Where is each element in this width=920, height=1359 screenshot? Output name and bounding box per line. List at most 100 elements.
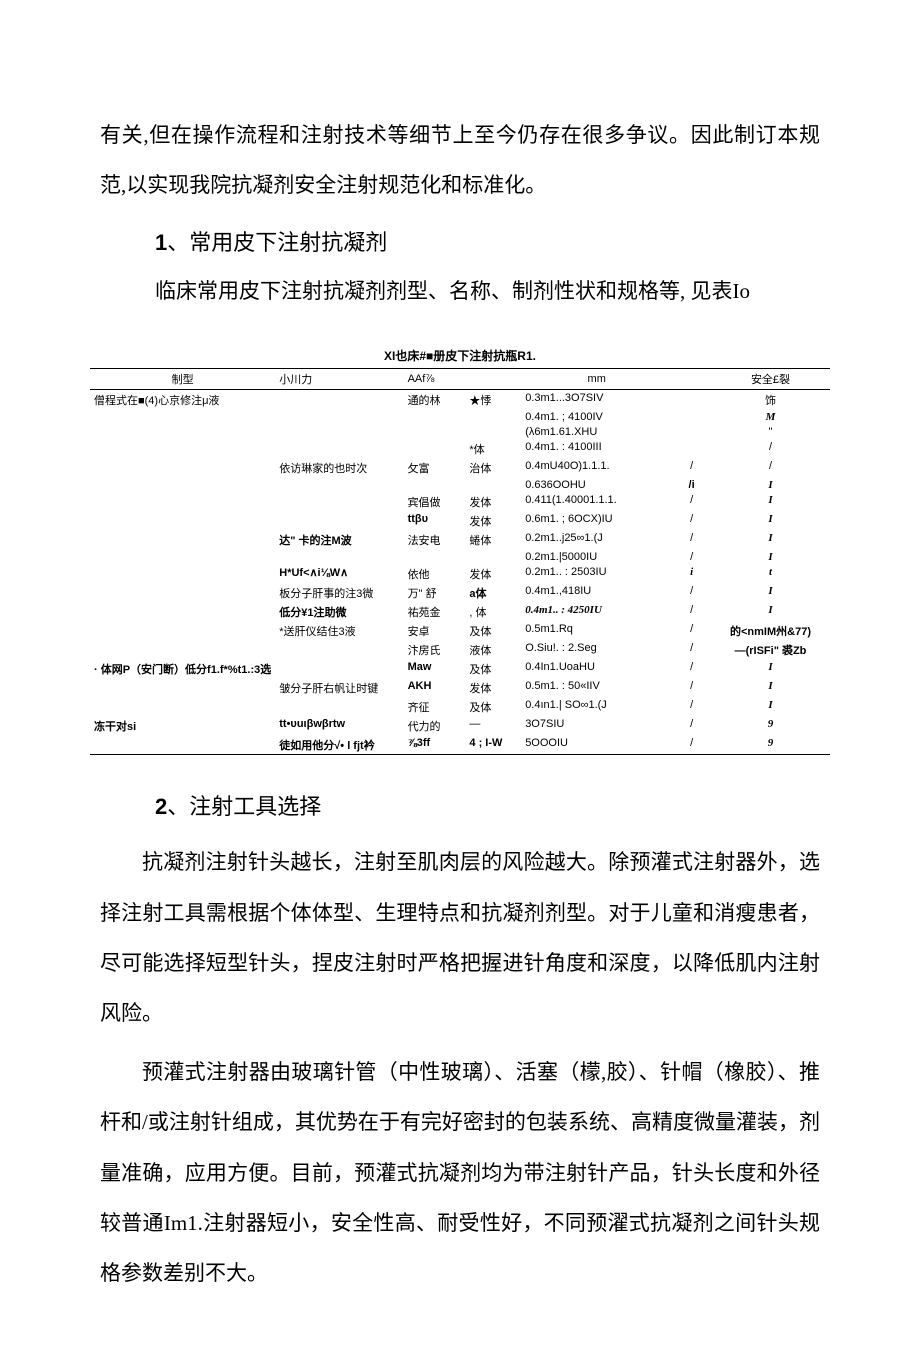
table-cell — [275, 492, 403, 511]
table-cell — [404, 424, 466, 439]
table-cell — [90, 640, 275, 659]
table-cell: I — [711, 583, 830, 602]
table-row: *体0.4m1. : 4100III/ — [90, 439, 830, 458]
table-cell: 发体 — [465, 564, 521, 583]
table-row: (λ6m1.61.XHU" — [90, 424, 830, 439]
table-cell — [275, 549, 403, 564]
table-cell: 发体 — [465, 511, 521, 530]
section-1-lead: 临床常用皮下注射抗凝剂剂型、名称、制剂性状和规格等, 见表Io — [155, 265, 820, 318]
table-cell: 治体 — [465, 458, 521, 477]
table-cell: 0.5m1. : 50«IIV — [521, 678, 672, 697]
table-row: 僧程式在■(4)心京修注μ液通的林★悸0.3m1...3O7SIV饰 — [90, 390, 830, 410]
table-cell: 0.4m1. : 4100III — [521, 439, 672, 458]
table-cell: t — [711, 564, 830, 583]
table-cell: AKH — [404, 678, 466, 697]
table-cell: Maw — [404, 659, 466, 678]
table-cell: I — [711, 477, 830, 492]
table-cell: I — [711, 530, 830, 549]
table-cell: / — [672, 697, 711, 716]
table-cell: 9 — [711, 716, 830, 735]
table-cell: 3O7SIU — [521, 716, 672, 735]
table-cell: 0.5m1.Rq — [521, 621, 672, 640]
table-cell — [465, 549, 521, 564]
table-cell — [404, 477, 466, 492]
table-cell: 僧程式在■(4)心京修注μ液 — [90, 390, 275, 410]
section-1-heading: 1、常用皮下注射抗凝剂 — [155, 221, 820, 265]
section-2-title: 注射工具选择 — [189, 794, 321, 819]
table-cell — [275, 439, 403, 458]
table-cell: 0.4m1.,418IU — [521, 583, 672, 602]
table-row: 齐征及体0.4ın1.| SO∞1.(J/I — [90, 697, 830, 716]
th-5: mm — [521, 369, 672, 390]
table-row: 0.4m1. ; 4100IVM — [90, 409, 830, 424]
table-cell: , 体 — [465, 602, 521, 621]
intro-paragraph: 有关,但在操作流程和注射技术等细节上至今仍存在很多争议。因此制订本规范,以实现我… — [100, 110, 820, 211]
table-cell: 法安电 — [404, 530, 466, 549]
table-cell: / — [672, 621, 711, 640]
table-cell: 齐征 — [404, 697, 466, 716]
table-cell — [90, 678, 275, 697]
table-cell: / — [672, 511, 711, 530]
table-cell: 皱分子肝右帆让时键 — [275, 678, 403, 697]
table-cell — [275, 511, 403, 530]
table-cell — [90, 583, 275, 602]
table-cell: 安卓 — [404, 621, 466, 640]
table-row: 汴房氏液体O.Siu!. : 2.Seg/—(rISFi" 裘Zb — [90, 640, 830, 659]
table-cell — [404, 409, 466, 424]
table-cell: 9 — [711, 735, 830, 755]
table-row: 达" 卡的注M波法安电蜷体0.2m1..j25∞1.(J/I — [90, 530, 830, 549]
table-cell — [404, 549, 466, 564]
table-cell — [465, 409, 521, 424]
section-2-p1: 抗凝剂注射针头越长，注射至肌肉层的风险越大。除预灌式注射器外，选择注射工具需根据… — [100, 837, 820, 1039]
table-cell: / — [672, 492, 711, 511]
table-cell: 宾倡做 — [404, 492, 466, 511]
table-cell: 0.6m1. ; 6OCX)IU — [521, 511, 672, 530]
table-cell: H*Uf<∧i⅛W∧ — [275, 564, 403, 583]
table-cell: 0.4m1. ; 4100IV — [521, 409, 672, 424]
table-cell: / — [672, 659, 711, 678]
table-cell: *送肝仪结住3液 — [275, 621, 403, 640]
table-cell: / — [711, 439, 830, 458]
th-1: 制型 — [90, 369, 275, 390]
table-cell — [275, 409, 403, 424]
table-cell: 发体 — [465, 678, 521, 697]
table-cell — [275, 659, 403, 678]
table-cell: 万" 舒 — [404, 583, 466, 602]
table-cell: 0.4m1.. : 4250IU — [521, 602, 672, 621]
table-cell — [275, 390, 403, 410]
table-cell: 及体 — [465, 697, 521, 716]
table-cell — [90, 439, 275, 458]
table-cell: 攵富 — [404, 458, 466, 477]
table-cell — [465, 424, 521, 439]
table-cell: /i — [672, 477, 711, 492]
table-cell: i — [672, 564, 711, 583]
table-cell: 依他 — [404, 564, 466, 583]
table-cell: 0.4mU40O)1.1.1. — [521, 458, 672, 477]
table-cell: I — [711, 659, 830, 678]
table-cell: 0.2m1.. : 2503IU — [521, 564, 672, 583]
table-cell — [404, 439, 466, 458]
table-cell: / — [672, 458, 711, 477]
table-cell: ⅞3ff — [404, 735, 466, 755]
table-cell — [90, 511, 275, 530]
table-cell: 依访琳家的也时次 — [275, 458, 403, 477]
table-cell: 0.411(1.40001.1.1. — [521, 492, 672, 511]
table-cell: I — [711, 678, 830, 697]
table-cell: I — [711, 511, 830, 530]
table-cell — [90, 564, 275, 583]
table-cell — [90, 409, 275, 424]
table-cell: 达" 卡的注M波 — [275, 530, 403, 549]
table-cell — [275, 424, 403, 439]
table-row: ttβυ发体0.6m1. ; 6OCX)IU/I — [90, 511, 830, 530]
table-cell: 徒如用他分√• l fjt衿 — [275, 735, 403, 755]
table-cell — [90, 477, 275, 492]
table-cell: / — [672, 640, 711, 659]
table-row: 依访琳家的也时次攵富治体0.4mU40O)1.1.1.// — [90, 458, 830, 477]
table-cell — [90, 530, 275, 549]
table-row: · 体网P（安门断）低分f1.f*%t1.:3选Maw及体0.4In1.UoaH… — [90, 659, 830, 678]
table-cell: 板分子肝事的注3微 — [275, 583, 403, 602]
table-cell: 0.2m1.|5000IU — [521, 549, 672, 564]
table-cell — [90, 458, 275, 477]
table-cell: 5OOOIU — [521, 735, 672, 755]
table-cell: 0.4In1.UoaHU — [521, 659, 672, 678]
